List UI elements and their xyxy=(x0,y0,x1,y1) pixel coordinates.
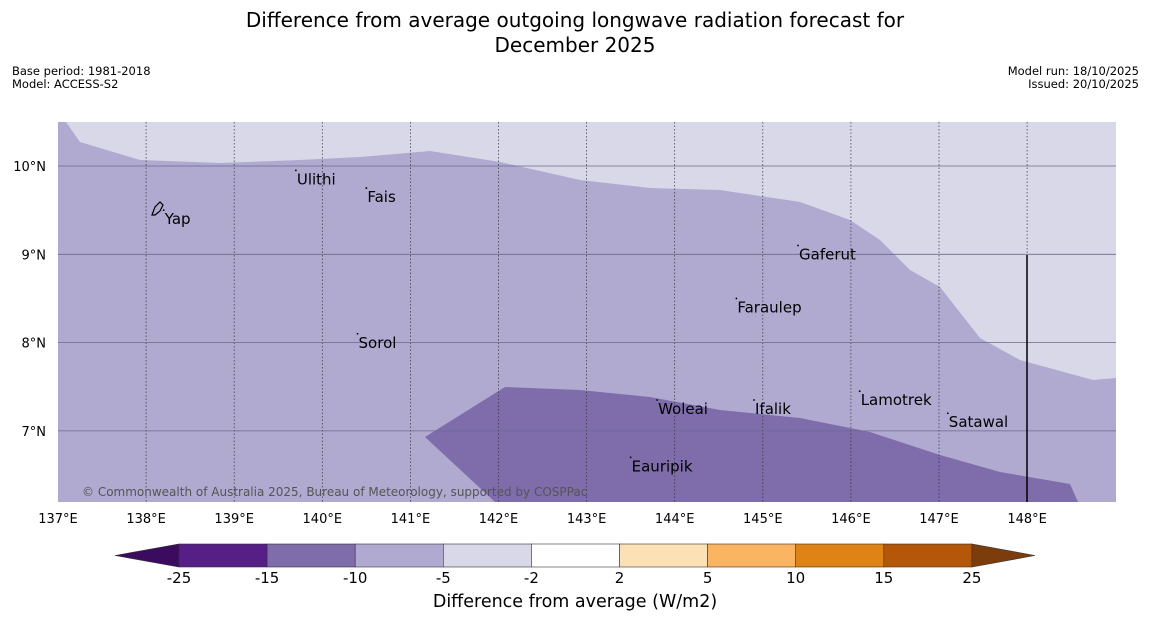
place-marker xyxy=(356,332,359,335)
meta-right: Model run: 18/10/2025 Issued: 20/10/2025 xyxy=(1008,65,1139,91)
place-label: Satawal xyxy=(949,413,1008,431)
place-marker xyxy=(753,399,755,401)
colorbar-swatch xyxy=(707,543,796,568)
colorbar-swatch xyxy=(178,543,268,568)
place-marker xyxy=(294,169,297,172)
colorbar-swatch xyxy=(619,543,708,568)
lon-tick-label: 139°E xyxy=(214,512,254,527)
title-line-1: Difference from average outgoing longwav… xyxy=(245,8,905,32)
model-name: Model: ACCESS-S2 xyxy=(12,77,119,91)
title-line-2: December 2025 xyxy=(494,33,656,57)
colorbar-tick-label: 15 xyxy=(874,569,893,587)
place-marker xyxy=(797,244,799,247)
colorbar-tick-label: -10 xyxy=(343,569,368,587)
lat-tick-label: 9°N xyxy=(22,248,47,263)
colorbar-swatch xyxy=(442,543,532,568)
colorbar: -25 -15 -10 -5 -2 2 5 10 15 25 xyxy=(114,543,1036,587)
colorbar-tick-label: -5 xyxy=(436,569,451,587)
lon-tick-label: 141°E xyxy=(391,512,431,527)
place-label: Ulithi xyxy=(297,170,336,188)
place-label: Yap xyxy=(164,210,191,228)
map-plot-area: Yap Ulithi Fais Gaferut Faraulep Sorol Lamotre… xyxy=(58,122,1116,502)
lon-tick-label: 144°E xyxy=(655,512,695,527)
colorbar-tick-label: 25 xyxy=(962,569,981,587)
base-period: Base period: 1981-2018 xyxy=(12,64,151,78)
colorbar-extend-high xyxy=(971,543,1036,568)
place-label: Faraulep xyxy=(737,298,801,316)
chart-title: Difference from average outgoing longwav… xyxy=(0,8,1150,58)
place-marker xyxy=(629,456,632,459)
place-label: Lamotrek xyxy=(861,391,932,409)
meta-left: Base period: 1981-2018 Model: ACCESS-S2 xyxy=(12,65,151,91)
copyright-notice: © Commonwealth of Australia 2025, Bureau… xyxy=(82,485,587,499)
colorbar-swatch xyxy=(531,543,620,568)
place-marker xyxy=(656,399,658,401)
place-label: Eauripik xyxy=(632,457,693,475)
colorbar-title: Difference from average (W/m2) xyxy=(432,592,718,612)
place-label: Gaferut xyxy=(799,245,856,263)
colorbar-tick-label: -25 xyxy=(167,569,192,587)
issued-date: Issued: 20/10/2025 xyxy=(1028,77,1139,91)
place-label: Woleai xyxy=(658,400,708,418)
colorbar-swatch xyxy=(266,543,356,568)
model-run: Model run: 18/10/2025 xyxy=(1007,64,1139,78)
colorbar-swatch xyxy=(795,543,885,568)
map-grid xyxy=(58,122,1116,502)
axis-labels: 137°E 138°E 139°E 140°E 141°E 142°E 143°E 144°E… xyxy=(13,160,1047,527)
lat-tick-label: 7°N xyxy=(22,425,47,440)
place-label: Ifalik xyxy=(755,400,791,418)
colorbar-swatch xyxy=(354,543,444,568)
yap-coastline xyxy=(151,201,164,216)
lat-tick-label: 8°N xyxy=(22,337,47,352)
place-marker xyxy=(946,412,949,415)
colorbar-extend-low xyxy=(114,543,180,568)
place-label: Fais xyxy=(367,188,396,206)
lon-tick-label: 143°E xyxy=(567,512,607,527)
place-marker xyxy=(162,209,165,212)
dark-anomaly-region xyxy=(425,387,1078,502)
colorbar-tick-label: 2 xyxy=(615,569,625,587)
lon-tick-label: 147°E xyxy=(919,512,959,527)
lat-tick-label: 10°N xyxy=(13,160,46,175)
lon-tick-label: 148°E xyxy=(1007,512,1047,527)
lon-tick-label: 145°E xyxy=(743,512,783,527)
colorbar-tick-label: -2 xyxy=(524,569,539,587)
place-marker xyxy=(365,187,368,189)
colorbar-tick-label: -15 xyxy=(255,569,280,587)
lon-tick-label: 138°E xyxy=(126,512,166,527)
lon-tick-label: 137°E xyxy=(38,512,78,527)
colorbar-tick-label: 5 xyxy=(703,569,713,587)
lon-tick-label: 146°E xyxy=(831,512,871,527)
place-label: Sorol xyxy=(359,334,397,352)
lon-tick-label: 140°E xyxy=(303,512,343,527)
place-labels: Yap Ulithi Fais Gaferut Faraulep Sorol Lamotre… xyxy=(162,169,1008,475)
colorbar-tick-label: 10 xyxy=(786,569,805,587)
lon-tick-label: 142°E xyxy=(479,512,519,527)
colorbar-swatch xyxy=(883,543,973,568)
place-marker xyxy=(735,297,738,300)
place-marker xyxy=(858,390,861,393)
